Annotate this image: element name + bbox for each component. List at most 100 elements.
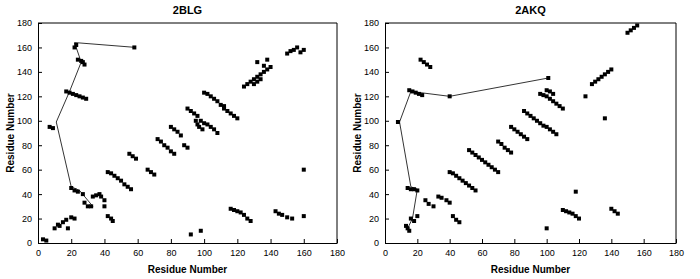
frame-top xyxy=(385,23,676,24)
x-tick-mark xyxy=(514,239,515,243)
x-tick: 20 xyxy=(413,239,423,258)
y-tick-mark xyxy=(38,47,42,48)
x-tick: 100 xyxy=(540,239,555,258)
x-tick: 120 xyxy=(572,239,587,258)
x-tick-mark xyxy=(417,239,418,243)
contact-point xyxy=(262,64,266,68)
y-axis: 020406080100120140160180 xyxy=(364,18,389,248)
contact-point xyxy=(302,48,306,52)
x-tick: 80 xyxy=(510,239,520,258)
y-tick-label: 140 xyxy=(364,67,379,77)
contact-point xyxy=(44,239,48,243)
contact-point xyxy=(64,218,68,222)
contact-point xyxy=(172,152,176,156)
x-tick-label: 40 xyxy=(100,248,110,258)
panel: 0204060801001201401601800204060801001201… xyxy=(364,18,684,258)
x-tick: 160 xyxy=(297,239,312,258)
y-axis-line xyxy=(385,24,386,244)
x-tick-label: 20 xyxy=(67,248,77,258)
y-tick-label: 0 xyxy=(27,238,32,248)
contact-point xyxy=(412,219,416,223)
x-tick-label: 100 xyxy=(197,248,212,258)
contact-point xyxy=(66,226,70,230)
contact-point xyxy=(179,133,183,137)
x-axis-line xyxy=(39,243,338,244)
x-tick: 40 xyxy=(100,239,110,258)
contact-point xyxy=(255,60,259,64)
y-tick-mark xyxy=(38,170,42,171)
contact-point xyxy=(554,132,558,136)
x-tick-mark xyxy=(644,239,645,243)
y-tick-mark xyxy=(38,96,42,97)
x-tick: 80 xyxy=(166,239,176,258)
contact-point xyxy=(83,201,87,205)
contact-point xyxy=(134,157,138,161)
x-tick-label: 0 xyxy=(383,248,388,258)
y-tick-label: 0 xyxy=(374,238,379,248)
y-tick-label: 80 xyxy=(369,141,379,151)
contact-point xyxy=(280,213,284,217)
contact-point xyxy=(440,196,444,200)
panel: 0204060801001201401601800204060801001201… xyxy=(17,18,345,258)
y-tick-mark xyxy=(38,145,42,146)
y-tick-label: 60 xyxy=(369,165,379,175)
contact-point xyxy=(84,97,88,101)
x-tick-mark xyxy=(104,239,105,243)
x-tick: 140 xyxy=(264,239,279,258)
y-tick-label: 120 xyxy=(17,92,32,102)
y-tick: 160 xyxy=(364,43,389,53)
y-tick-label: 100 xyxy=(364,116,379,126)
x-axis: 020406080100120140160180 xyxy=(36,239,345,258)
contact-point xyxy=(285,215,289,219)
y-tick: 100 xyxy=(17,116,42,126)
x-tick-mark xyxy=(547,239,548,243)
contact-point xyxy=(269,65,273,69)
x-tick-mark xyxy=(482,239,483,243)
y-tick-mark xyxy=(38,23,42,24)
contact-point xyxy=(265,58,269,62)
contact-point xyxy=(609,67,613,71)
y-tick: 140 xyxy=(17,67,42,77)
x-tick-label: 140 xyxy=(604,248,619,258)
contact-point xyxy=(186,146,190,150)
x-tick-label: 0 xyxy=(36,248,41,258)
x-tick: 180 xyxy=(330,239,345,258)
contact-point xyxy=(215,131,219,135)
contact-point xyxy=(99,195,103,199)
y-tick: 120 xyxy=(17,92,42,102)
y-tick-label: 40 xyxy=(22,189,32,199)
contact-point xyxy=(545,226,549,230)
x-tick-mark xyxy=(579,239,580,243)
contact-point xyxy=(235,116,239,120)
y-tick-mark xyxy=(38,194,42,195)
x-tick-label: 20 xyxy=(413,248,423,258)
y-tick-mark xyxy=(385,145,389,146)
x-tick: 100 xyxy=(197,239,212,258)
frame-right xyxy=(337,23,338,243)
x-tick: 140 xyxy=(604,239,619,258)
contact-point xyxy=(457,220,461,224)
contact-point xyxy=(83,63,87,67)
x-tick: 120 xyxy=(230,239,245,258)
x-tick-mark xyxy=(171,239,172,243)
y-axis: 020406080100120140160180 xyxy=(17,18,42,248)
x-tick-label: 100 xyxy=(540,248,555,258)
x-tick-mark xyxy=(271,239,272,243)
y-tick: 100 xyxy=(364,116,389,126)
y-tick: 0 xyxy=(27,238,42,248)
contact-point xyxy=(423,198,427,202)
contact-point xyxy=(102,198,106,202)
x-axis-line xyxy=(386,243,677,244)
chart-title: 2BLG xyxy=(173,4,202,16)
y-tick: 180 xyxy=(17,18,42,28)
y-tick: 120 xyxy=(364,92,389,102)
contact-point xyxy=(448,201,452,205)
y-tick: 0 xyxy=(374,238,389,248)
contact-point xyxy=(111,219,115,223)
contact-point xyxy=(574,190,578,194)
y-tick: 140 xyxy=(364,67,389,77)
x-tick-label: 80 xyxy=(166,248,176,258)
contact-point xyxy=(616,212,620,216)
connector-line xyxy=(400,78,549,228)
x-tick-mark xyxy=(237,239,238,243)
